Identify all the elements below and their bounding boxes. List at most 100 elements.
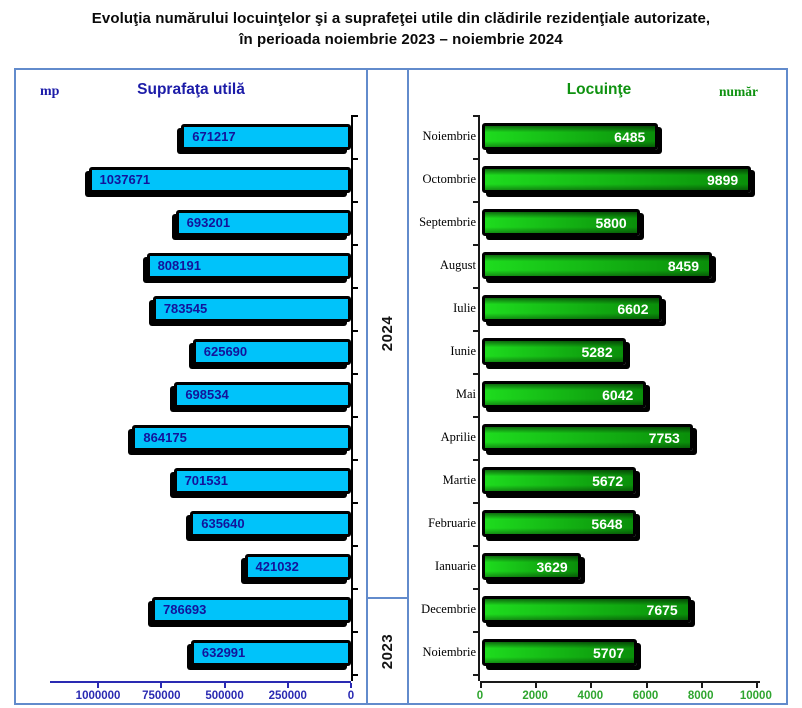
surface-axis-tick — [353, 588, 358, 590]
surface-axis-tick — [353, 502, 358, 504]
surface-bottom-tick — [160, 683, 163, 688]
dwellings-bottom-axis: 0 2000 4000 6000 8000 10000 — [477, 681, 772, 702]
surface-row: 864175 — [50, 416, 351, 459]
surface-bottom-axis: 1000000 750000 500000 250000 0 — [50, 681, 354, 702]
surface-row: 671217 — [50, 115, 351, 158]
dwellings-bar-value: 6485 — [614, 128, 646, 145]
surface-bar-value: 808191 — [157, 258, 201, 273]
dwellings-bar-value: 5800 — [595, 214, 627, 231]
dwellings-bar-value: 5282 — [581, 343, 613, 360]
dwellings-bar-value: 5648 — [591, 515, 623, 532]
surface-bar: 671217 — [181, 123, 351, 150]
month-label: Noiembrie — [422, 129, 476, 143]
dwellings-bar: 7675 — [482, 596, 691, 623]
dwellings-row: 5800 — [482, 201, 758, 244]
dwellings-axis-tick — [473, 631, 478, 633]
month-label: Iunie — [450, 344, 476, 358]
surface-axis-tick — [353, 631, 358, 633]
month-label: Noiembrie — [422, 645, 476, 659]
surface-bar: 1037671 — [88, 166, 351, 193]
surface-axis-tick — [353, 545, 358, 547]
surface-bar: 783545 — [152, 295, 351, 322]
surface-row: 635640 — [50, 502, 351, 545]
dwellings-axis-tick — [473, 201, 478, 203]
dwellings-bar: 6042 — [482, 381, 647, 408]
dwellings-bar-value: 5672 — [592, 472, 624, 489]
dwellings-tick-label: 8000 — [687, 690, 714, 702]
surface-row: 701531 — [50, 459, 351, 502]
surface-bar: 693201 — [175, 209, 351, 236]
surface-row: 1037671 — [50, 158, 351, 201]
dwellings-bar: 6485 — [482, 123, 659, 150]
dwellings-axis-tick — [473, 545, 478, 547]
dwellings-axis-tick — [473, 502, 478, 504]
dwellings-bottom-tick — [535, 683, 538, 688]
dwellings-row: 6485 — [482, 115, 758, 158]
surface-bar: 632991 — [190, 639, 351, 666]
surface-tick-label: 1000000 — [75, 690, 121, 702]
surface-row: 786693 — [50, 588, 351, 631]
surface-axis-tick — [353, 115, 358, 117]
surface-axis-tick — [353, 373, 358, 375]
dwellings-bar: 5800 — [482, 209, 640, 236]
surface-bar: 635640 — [190, 510, 351, 537]
surface-axis-tick — [353, 416, 358, 418]
dwellings-axis-tick — [473, 373, 478, 375]
year-zone-2024: 2024 — [366, 70, 409, 597]
surface-tick-label: 0 — [347, 690, 355, 702]
dwellings-row: 7675 — [482, 588, 758, 631]
surface-tick-label: 750000 — [142, 690, 181, 702]
chart-frame: mp Suprafaţa utilă 671217 1037671 693201 80… — [14, 68, 788, 705]
dwellings-bar-value: 6042 — [602, 386, 634, 403]
year-label-2023: 2023 — [379, 633, 396, 669]
surface-bar-value: 786693 — [163, 602, 207, 617]
right-chart-title: Locuinţe — [566, 81, 632, 98]
surface-axis-tick — [353, 244, 358, 246]
dwellings-bar-value: 6602 — [617, 300, 649, 317]
surface-plot-area: 671217 1037671 693201 808191 783545 625690 698… — [50, 115, 351, 674]
dwellings-axis-tick — [473, 158, 478, 160]
dwellings-row: 6602 — [482, 287, 758, 330]
dwellings-bar: 7753 — [482, 424, 693, 451]
surface-bar: 421032 — [244, 553, 351, 580]
dwellings-bottom-tick — [480, 683, 482, 688]
month-label: Ianuarie — [435, 559, 476, 573]
dwellings-row: 7753 — [482, 416, 758, 459]
surface-axis-tick — [353, 201, 358, 203]
divider-line-right — [407, 70, 409, 703]
month-label: Septembrie — [419, 215, 476, 229]
dwellings-row: 5672 — [482, 459, 758, 502]
dwellings-tick-label: 0 — [476, 690, 484, 702]
month-label: Mai — [455, 387, 476, 401]
dwellings-tick-label: 2000 — [522, 690, 548, 702]
dwellings-axis-tick — [473, 115, 478, 117]
surface-bar-value: 1037671 — [99, 172, 151, 187]
surface-bar-value: 864175 — [143, 430, 187, 445]
dwellings-axis-tick — [473, 588, 478, 590]
dwellings-bar: 5282 — [482, 338, 626, 365]
surface-bar-value: 632991 — [201, 645, 246, 660]
surface-row: 698534 — [50, 373, 351, 416]
dwellings-bottom-tick — [755, 683, 758, 688]
surface-axis-tick — [353, 459, 358, 461]
dwellings-plot-area: 6485 9899 5800 8459 6602 5282 6042 7753 5672 5648… — [482, 115, 758, 674]
surface-axis-tick — [353, 330, 358, 332]
surface-bar: 701531 — [173, 467, 351, 494]
chart-title-line2: în perioada noiembrie 2023 – noiembrie 2… — [239, 31, 563, 48]
dwellings-axis-tick — [473, 416, 478, 418]
surface-bar-value: 701531 — [184, 473, 228, 488]
dwellings-axis-tick — [473, 287, 478, 289]
dwellings-bottom-tick — [645, 683, 648, 688]
month-label: Iulie — [453, 301, 476, 315]
dwellings-row: 5648 — [482, 502, 758, 545]
year-divider-line — [366, 597, 409, 599]
left-chart-title: Suprafaţa utilă — [137, 81, 245, 98]
dwellings-row: 5282 — [482, 330, 758, 373]
right-chart-panel: Locuinţe număr Noiembrie Octombrie Septemb… — [409, 70, 786, 703]
dwellings-row: 3629 — [482, 545, 758, 588]
dwellings-category-axis-line — [478, 115, 480, 681]
surface-bottom-tick — [350, 683, 352, 688]
month-label: Octombrie — [422, 172, 476, 186]
dwellings-bar: 5648 — [482, 510, 636, 537]
dwellings-tick-label: 10000 — [739, 690, 772, 702]
